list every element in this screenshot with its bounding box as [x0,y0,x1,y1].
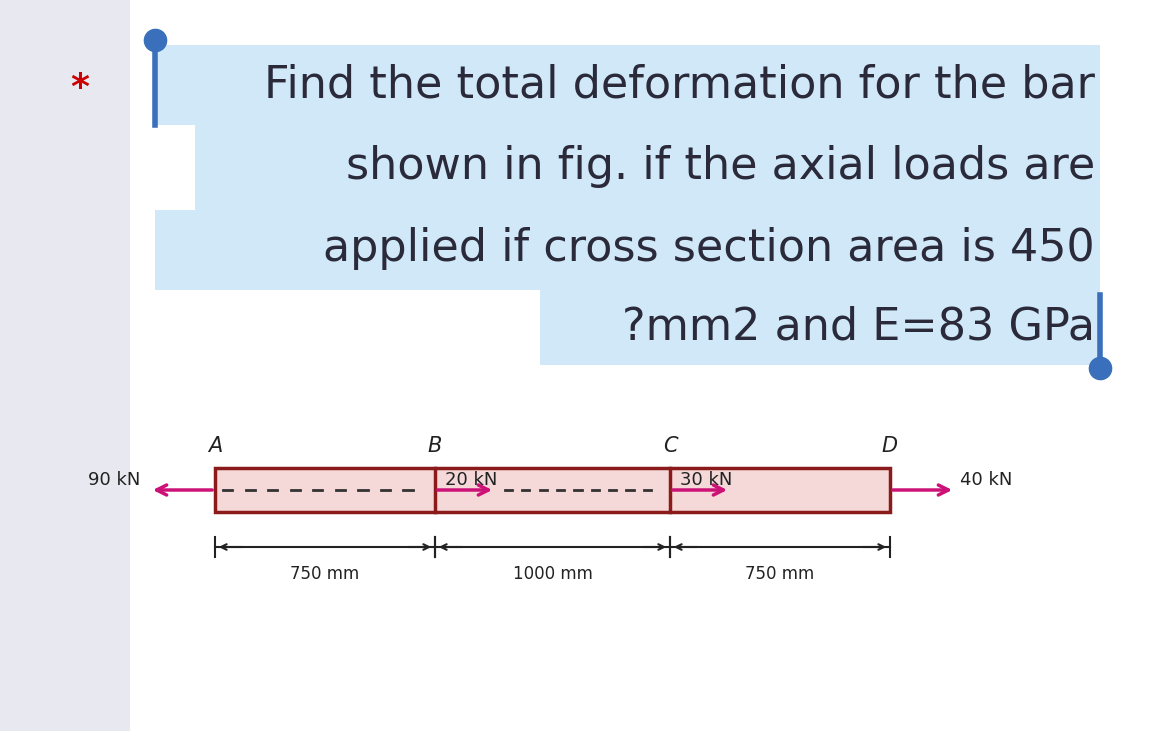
Bar [155,45,1101,125]
Text: ?mm2 and E=83 GPa: ?mm2 and E=83 GPa [622,306,1095,349]
Text: B: B [428,436,443,456]
Bar [0,0,129,731]
Text: D: D [882,436,898,456]
Bar [155,210,1101,290]
Text: shown in fig. if the axial loads are: shown in fig. if the axial loads are [346,145,1095,189]
Text: applied if cross section area is 450: applied if cross section area is 450 [324,227,1095,270]
Text: Find the total deformation for the bar: Find the total deformation for the bar [264,64,1095,107]
Text: 40 kN: 40 kN [959,471,1013,489]
Bar [215,468,890,512]
Text: 1000 mm: 1000 mm [512,565,592,583]
Bar [195,125,1101,210]
Text: C: C [662,436,677,456]
Text: 750 mm: 750 mm [746,565,815,583]
Text: A: A [208,436,222,456]
Bar [540,290,1101,365]
Text: *: * [71,71,89,105]
Text: 30 kN: 30 kN [680,471,733,489]
Text: 20 kN: 20 kN [445,471,497,489]
Text: 90 kN: 90 kN [88,471,140,489]
Text: 750 mm: 750 mm [290,565,360,583]
